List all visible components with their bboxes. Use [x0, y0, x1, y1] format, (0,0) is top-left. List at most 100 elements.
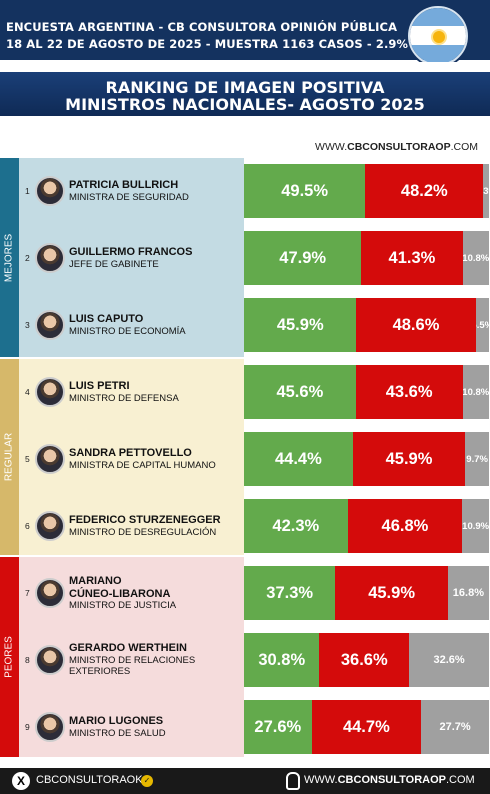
url-suffix: .COM — [450, 141, 478, 153]
minister-row: 6 FEDERICO STURZENEGGER MINISTRO DE DESREG… — [0, 497, 490, 555]
data-label: 47.9% — [279, 248, 327, 267]
data-label: 49.5% — [281, 181, 329, 200]
rank-number: 2 — [25, 253, 30, 263]
bar-segment-ns-nc: 2.3% — [483, 164, 489, 218]
bar-segment-positive-image: 45.9% — [244, 298, 357, 352]
stacked-bar: 45.6% 43.6% 10.8% — [244, 365, 489, 419]
url-brand: CBCONSULTORAOP — [347, 141, 451, 153]
data-label: 16.8% — [452, 587, 484, 599]
data-label: 48.2% — [400, 181, 448, 200]
minister-role: MINISTRO DE RELACIONES — [69, 654, 196, 666]
category-side-bar — [0, 557, 19, 757]
minister-role: MINISTRO DE SALUD — [69, 727, 166, 739]
minister-row: 2 GUILLERMO FRANCOS JEFE DE GABINETE 47.9% 4… — [0, 229, 490, 287]
data-label: 32.6% — [433, 654, 465, 666]
data-label: 27.6% — [254, 717, 302, 736]
stacked-bar: 37.3% 45.9% 16.8% — [244, 566, 489, 620]
minister-name: LUIS PETRI — [69, 380, 130, 392]
minister-name: FEDERICO STURZENEGGER — [69, 514, 221, 526]
bar-segment-ns-nc: 10.8% — [462, 231, 489, 285]
data-label: 43.6% — [385, 382, 433, 401]
minister-row: 9 MARIO LUGONES MINISTRO DE SALUD 27.6% 44.7… — [0, 698, 490, 756]
bar-segment-negative-image: 41.3% — [361, 231, 463, 285]
pointer-hand-icon — [286, 772, 300, 790]
minister-role: EXTERIORES — [69, 666, 131, 677]
rank-number: 8 — [25, 655, 30, 665]
avatar — [35, 310, 65, 340]
rank-number: 3 — [25, 320, 30, 330]
avatar — [35, 712, 65, 742]
minister-role: MINISTRO DE ECONOMÍA — [69, 325, 186, 337]
bar-segment-positive-image: 37.3% — [244, 566, 336, 620]
avatar — [35, 243, 65, 273]
stacked-bar: 49.5% 48.2% 2.3% — [244, 164, 489, 218]
minister-name: MARIANO — [69, 575, 122, 587]
data-label: 45.9% — [276, 315, 324, 334]
minister-name: GUILLERMO FRANCOS — [69, 246, 193, 258]
footer-url-suffix: .COM — [445, 774, 475, 786]
social-handle[interactable]: CBCONSULTORAOK — [36, 774, 143, 786]
category-side-bar — [0, 359, 19, 555]
footer-bar: X CBCONSULTORAOK ✓ WWW.CBCONSULTORAOP.CO… — [0, 768, 490, 794]
bar-segment-ns-nc: 27.7% — [421, 700, 489, 754]
footer-url-prefix: WWW. — [304, 774, 338, 786]
bar-segment-ns-nc: 32.6% — [409, 633, 489, 687]
minister-role: JEFE DE GABINETE — [69, 258, 159, 270]
data-label: 48.6% — [392, 315, 440, 334]
chart-title-line-1: RANKING DE IMAGEN POSITIVA — [105, 78, 385, 97]
data-label: 10.8% — [462, 386, 489, 398]
minister-role: MINISTRO DE DEFENSA — [69, 392, 179, 404]
data-label: 44.4% — [274, 449, 322, 468]
rank-number: 9 — [25, 722, 30, 732]
stacked-bar: 30.8% 36.6% 32.6% — [244, 633, 489, 687]
minister-role: MINISTRO DE JUSTICIA — [69, 600, 177, 611]
rank-number: 5 — [25, 454, 30, 464]
data-label: 36.6% — [340, 650, 388, 669]
minister-name: LUIS CAPUTO — [69, 313, 144, 325]
avatar — [35, 578, 65, 608]
minister-name: MARIO LUGONES — [69, 715, 164, 727]
minister-row: 1 PATRICIA BULLRICH MINISTRA DE SEGURIDAD 4… — [0, 162, 490, 220]
stacked-bar: 45.9% 48.6% 5.5% — [244, 298, 489, 352]
footer-url-brand: CBCONSULTORAOP — [337, 774, 446, 786]
bar-segment-ns-nc: 10.9% — [462, 499, 489, 553]
header-divider — [0, 62, 490, 72]
chart-title-line-2: MINISTROS NACIONALES- AGOSTO 2025 — [65, 95, 425, 114]
bar-segment-ns-nc: 9.7% — [465, 432, 489, 486]
data-label: 45.9% — [368, 583, 415, 602]
bar-segment-negative-image: 44.7% — [311, 700, 422, 754]
stacked-bar: 27.6% 44.7% 27.7% — [244, 700, 489, 754]
minister-row: 5 SANDRA PETTOVELLO MINISTRA DE CAPITAL HU… — [0, 430, 490, 488]
bar-segment-negative-image: 48.6% — [356, 298, 476, 352]
bar-segment-positive-image: 30.8% — [244, 633, 320, 687]
data-label: 46.8% — [381, 516, 429, 535]
minister-name: GERARDO WERTHEIN — [69, 642, 187, 654]
bar-segment-negative-image: 45.9% — [335, 566, 448, 620]
data-label: 45.6% — [276, 382, 324, 401]
bar-segment-positive-image: 44.4% — [244, 432, 353, 486]
chart-title-banner: RANKING DE IMAGEN POSITIVA MINISTROS NAC… — [0, 72, 490, 116]
minister-row: 8 GERARDO WERTHEIN MINISTRO DE RELACIONES E… — [0, 631, 490, 689]
x-logo-icon[interactable]: X — [12, 772, 30, 790]
data-label: 30.8% — [258, 650, 306, 669]
website-url-top[interactable]: WWW.CBCONSULTORAOP.COM — [315, 141, 478, 153]
bar-segment-ns-nc: 16.8% — [447, 566, 489, 620]
rank-number: 6 — [25, 521, 30, 531]
rank-number: 4 — [25, 387, 30, 397]
minister-role: MINISTRA DE CAPITAL HUMANO — [69, 459, 216, 471]
stacked-bar: 47.9% 41.3% 10.8% — [244, 231, 489, 285]
verified-badge-icon: ✓ — [141, 775, 153, 787]
bar-segment-positive-image: 49.5% — [244, 164, 366, 218]
minister-role: MINISTRA DE SEGURIDAD — [69, 191, 189, 203]
rank-number: 7 — [25, 588, 30, 598]
bar-segment-positive-image: 45.6% — [244, 365, 356, 419]
minister-name: SANDRA PETTOVELLO — [69, 447, 192, 459]
survey-details-line: 18 AL 22 DE AGOSTO DE 2025 - MUESTRA 116… — [6, 37, 441, 51]
minister-row: 7 MARIANO CÚNEO-LIBARONA MINISTRO DE JUSTIC… — [0, 564, 490, 622]
minister-name: CÚNEO-LIBARONA — [69, 587, 171, 600]
avatar — [35, 511, 65, 541]
website-url-footer[interactable]: WWW.CBCONSULTORAOP.COM — [304, 774, 475, 786]
data-label: 9.7% — [466, 453, 488, 465]
url-prefix: WWW. — [315, 141, 348, 153]
argentina-flag-icon — [408, 6, 468, 66]
